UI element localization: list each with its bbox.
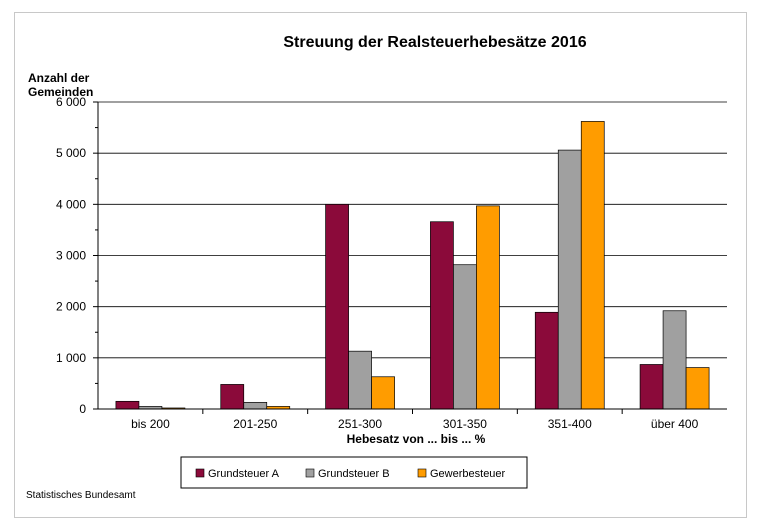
axes	[93, 101, 727, 414]
bar	[453, 264, 477, 410]
legend-swatch	[195, 468, 205, 478]
x-tick-label: 251-300	[338, 417, 382, 431]
bar	[662, 310, 687, 410]
bar	[220, 384, 245, 410]
chart-title: Streuung der Realsteuerhebesätze 2016	[283, 34, 586, 51]
x-tick-labels: bis 200 201-250 251-300 301-350 351-400 über …	[131, 417, 699, 431]
bar	[243, 401, 268, 410]
x-tick-label: 351-400	[548, 417, 592, 431]
legend-label: Grundsteuer B	[318, 468, 390, 480]
legend-label: Grundsteuer A	[208, 468, 280, 480]
y-tick-label: 6 000	[56, 95, 86, 109]
x-tick-label: 201-250	[233, 417, 277, 431]
x-tick-label: bis 200	[131, 417, 170, 431]
y-tick-labels: 0 1 000 2 000 3 000 4 000 5 000 6 000	[56, 95, 86, 416]
bar	[430, 221, 454, 410]
bar	[534, 311, 559, 410]
y-tick-label: 4 000	[56, 197, 86, 211]
y-axis-title-line1: Anzahl der	[28, 71, 90, 85]
legend: Grundsteuer A Grundsteuer B Gewerbesteuer	[180, 456, 528, 489]
bar	[348, 350, 372, 410]
bar	[639, 364, 664, 410]
y-tick-label: 5 000	[56, 146, 86, 160]
bar	[557, 149, 582, 410]
chart-frame	[14, 12, 747, 518]
x-tick-label: 301-350	[443, 417, 487, 431]
legend-swatch	[417, 468, 427, 478]
bar	[371, 376, 395, 410]
x-tick-label: über 400	[651, 417, 699, 431]
y-tick-label: 3 000	[56, 249, 86, 263]
bar	[580, 121, 605, 410]
source-note: Statistisches Bundesamt	[26, 490, 136, 501]
y-tick-label: 0	[79, 402, 86, 416]
bars	[115, 121, 710, 410]
legend-label: Gewerbesteuer	[430, 468, 506, 480]
bar	[476, 205, 500, 410]
bar	[115, 400, 140, 410]
gridlines	[98, 101, 727, 359]
y-tick-label: 1 000	[56, 351, 86, 365]
y-tick-label: 2 000	[56, 300, 86, 314]
x-axis-title: Hebesatz von ... bis ... %	[347, 432, 486, 446]
bar	[325, 203, 349, 410]
bar	[685, 367, 710, 410]
legend-swatch	[305, 468, 315, 478]
y-axis-title-line2: Gemeinden	[28, 85, 93, 99]
legend-box	[180, 456, 528, 489]
